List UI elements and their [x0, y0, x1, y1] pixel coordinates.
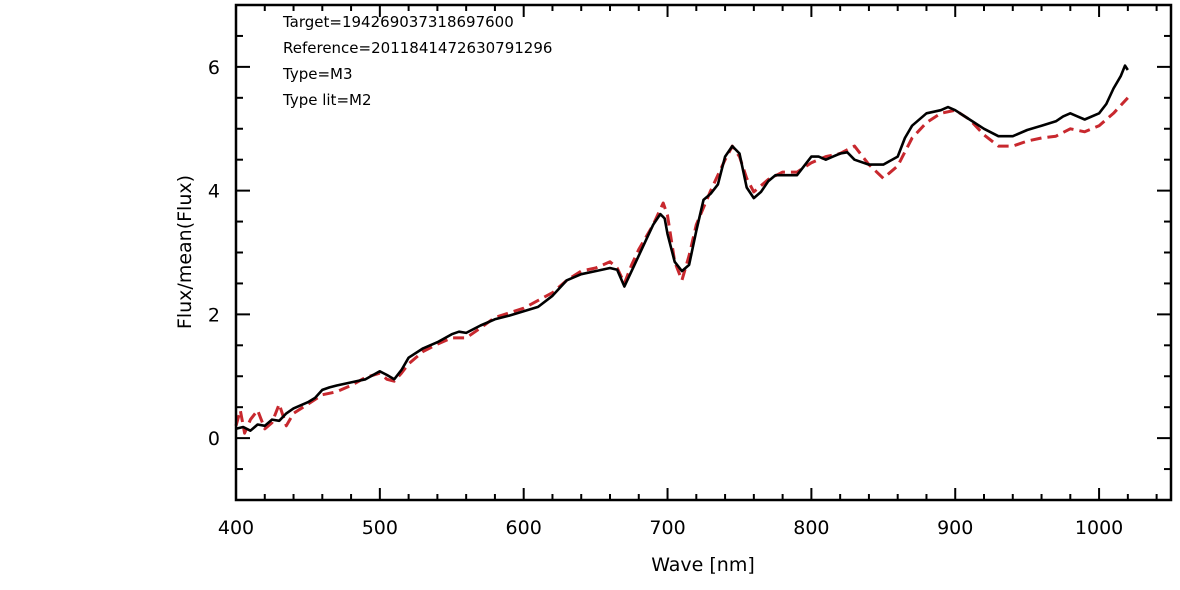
x-tick-label: 900	[937, 517, 973, 539]
x-axis-title: Wave [nm]	[651, 554, 755, 576]
y-axis-title: Flux/mean(Flux)	[174, 175, 196, 329]
x-tick-label: 400	[218, 517, 254, 539]
y-tick-labels: 0 2 4 6	[208, 57, 220, 450]
y-tick-label: 6	[208, 57, 220, 79]
annotation-type: Type=M3	[282, 65, 353, 83]
ticks-layer	[235, 4, 1171, 501]
target-spectrum-line	[235, 64, 1129, 432]
x-tick-label: 600	[506, 517, 542, 539]
y-tick-label: 0	[208, 428, 220, 450]
x-tick-label: 800	[793, 517, 829, 539]
x-tick-label: 700	[649, 517, 685, 539]
series-layer	[234, 64, 1129, 435]
annotation-target: Target=194269037318697600	[282, 13, 514, 31]
annotations: Target=194269037318697600 Reference=2011…	[282, 13, 552, 109]
annotation-reference: Reference=2011841472630791296	[283, 39, 552, 57]
x-tick-label: 500	[362, 517, 398, 539]
annotation-type-lit: Type lit=M2	[282, 91, 372, 109]
y-tick-label: 4	[208, 181, 220, 203]
y-tick-label: 2	[208, 304, 220, 326]
reference-spectrum-line	[234, 96, 1129, 435]
x-tick-labels: 400 500 600 700 800 900 1000	[218, 517, 1123, 539]
plot-frame	[234, 3, 1173, 502]
x-tick-label: 1000	[1075, 517, 1123, 539]
